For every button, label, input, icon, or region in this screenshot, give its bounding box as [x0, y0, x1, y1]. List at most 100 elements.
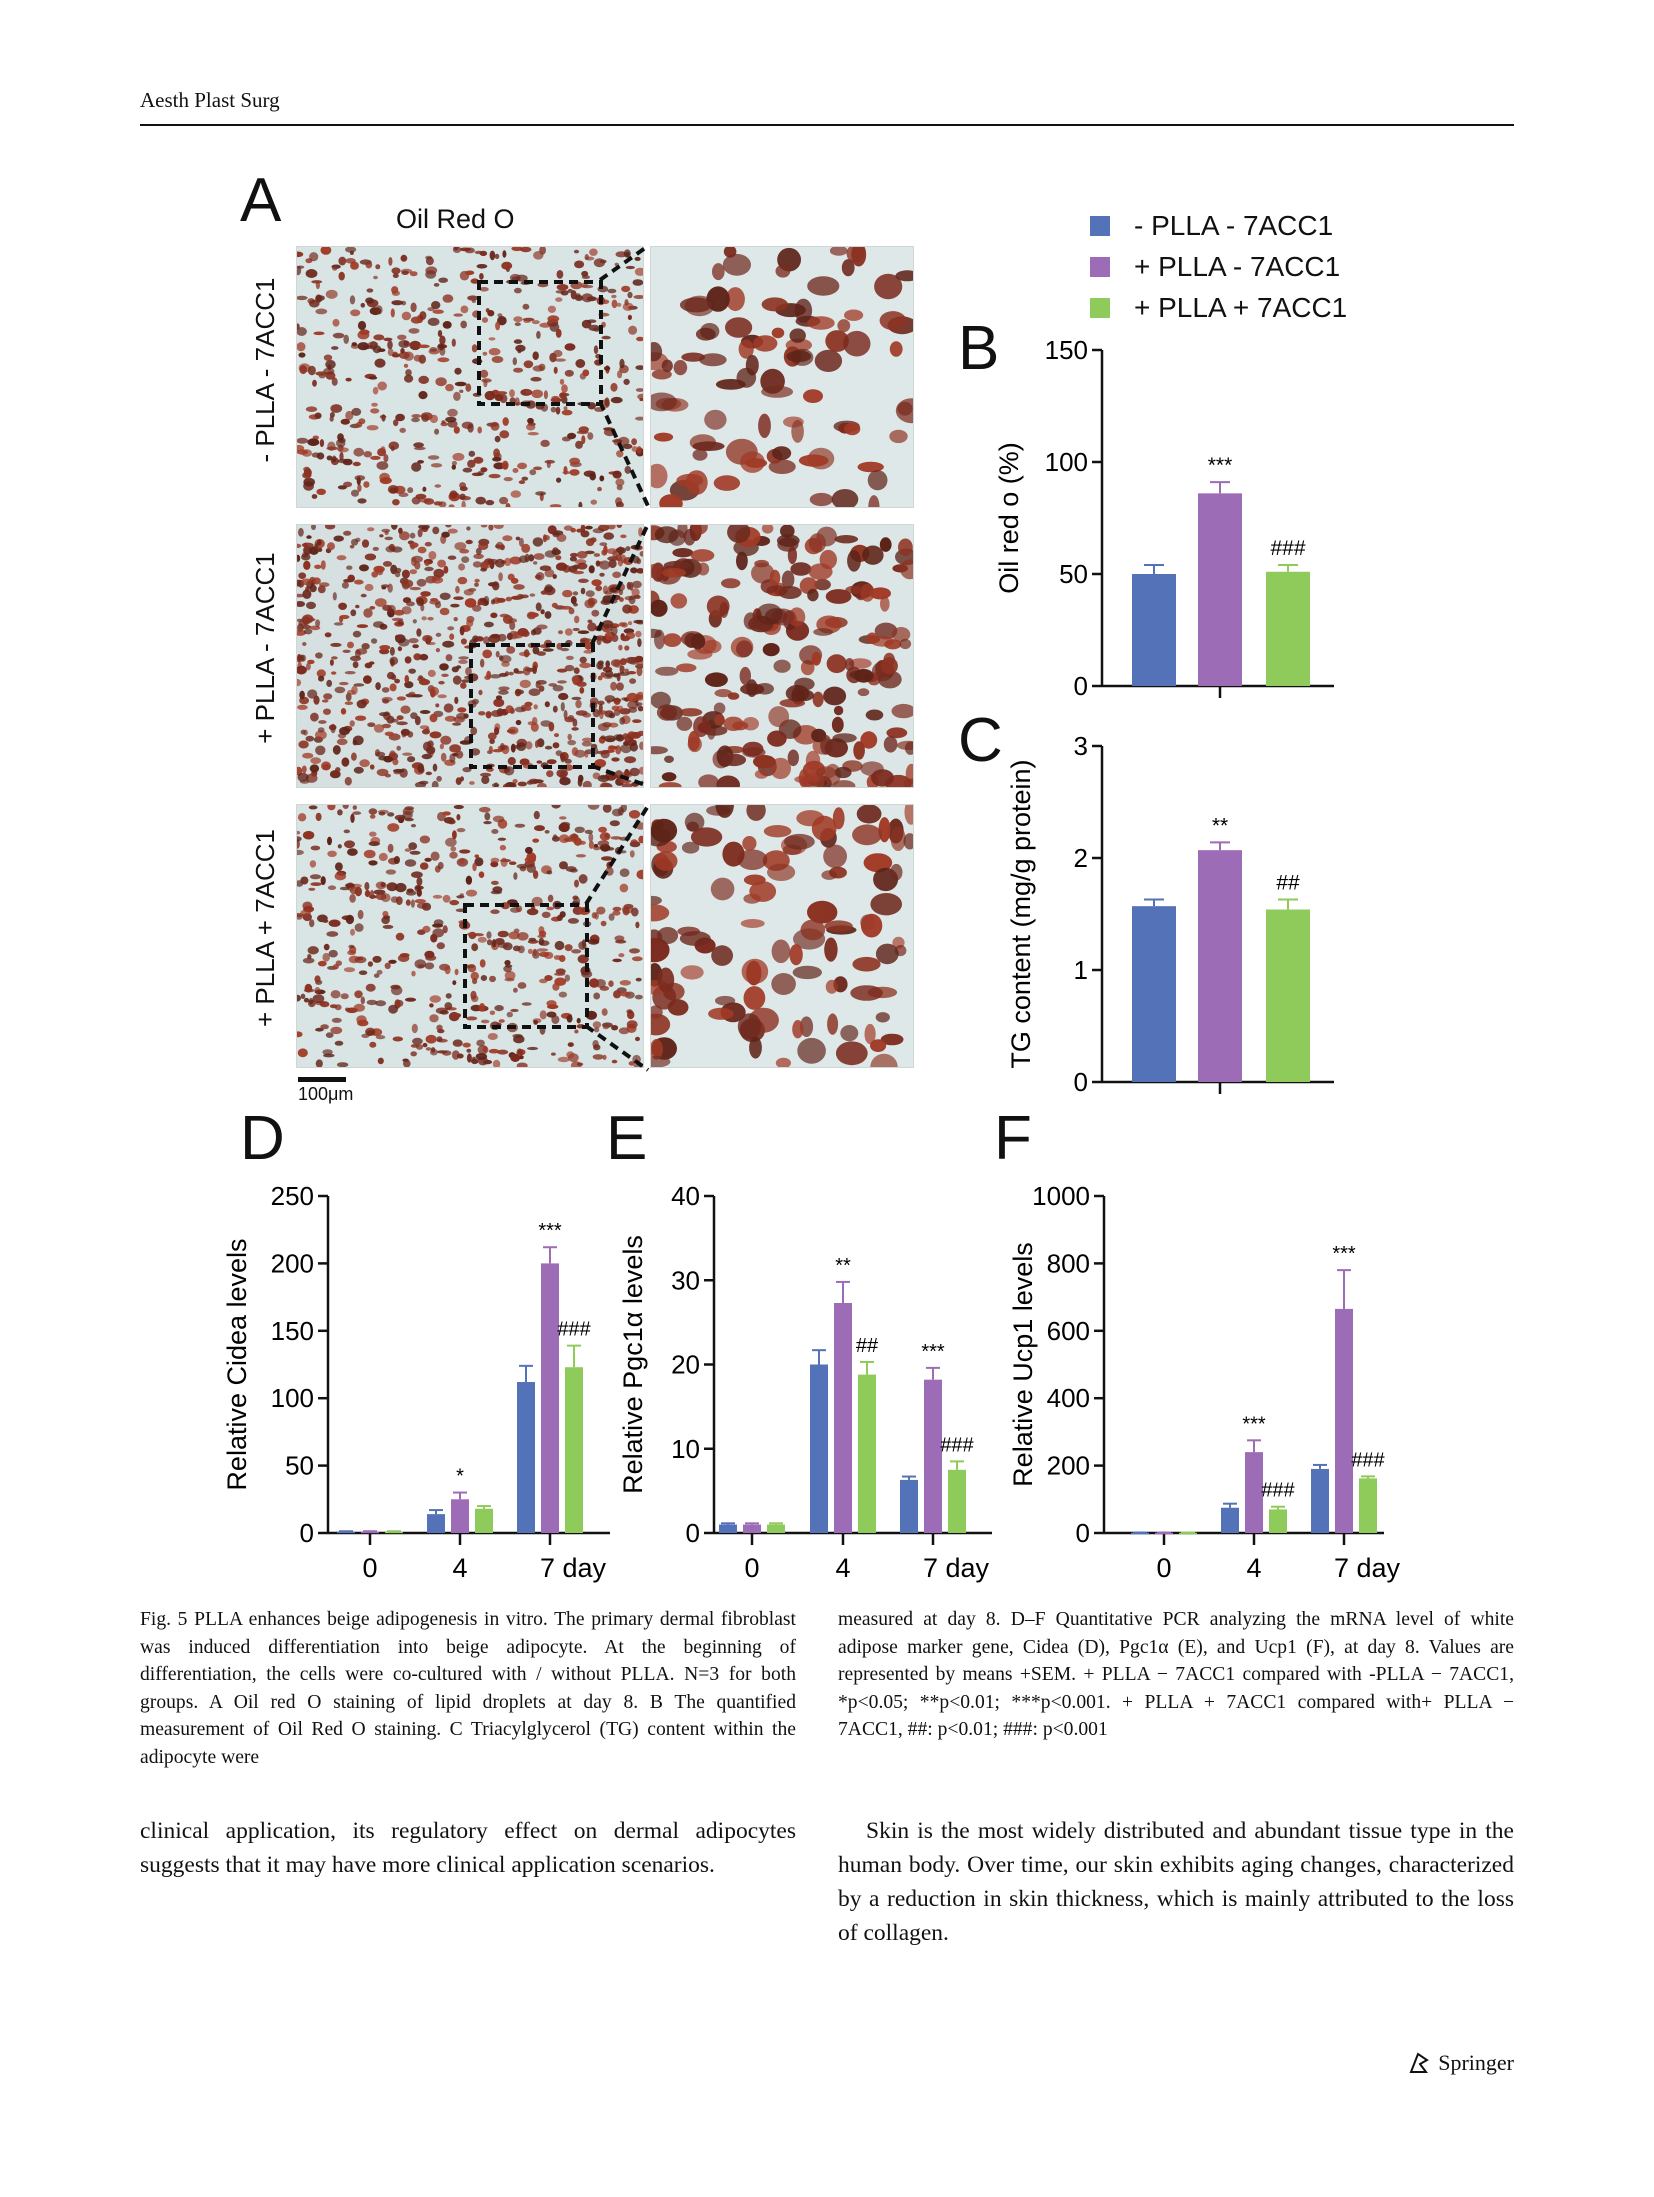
chart-e-bar	[743, 1524, 761, 1533]
chart-b-annotation: ***	[1208, 454, 1233, 477]
chart-d-ytick-label: 0	[300, 1518, 314, 1548]
panel-letter-e: E	[606, 1104, 648, 1173]
micrograph-row3-zoom-image	[651, 805, 913, 1067]
micrograph-row1-overview	[296, 246, 644, 508]
chart-b-bar	[1132, 574, 1176, 686]
chart-e-ytick-label: 10	[671, 1434, 700, 1464]
chart-d-annotation: *	[456, 1466, 464, 1488]
chart-c-bar	[1198, 850, 1242, 1082]
chart-e-bar	[834, 1302, 852, 1533]
chart-f-ytick-label: 800	[1047, 1248, 1090, 1278]
chart-f-xtick-label: 7 day	[1334, 1553, 1401, 1583]
chart-c-annotation: ##	[1276, 871, 1300, 894]
chart-e-xtick-label: 0	[744, 1553, 759, 1583]
panel-letter-d: D	[240, 1104, 285, 1173]
chart-b-bar	[1266, 571, 1310, 686]
caption-left-text: Fig. 5 PLLA enhances beige adipogenesis …	[140, 1609, 796, 1768]
chart-e-bar	[948, 1469, 966, 1533]
legend-swatch-3	[1090, 297, 1110, 318]
chart-c-ytick-label: 1	[1074, 955, 1088, 985]
chart-d-bar	[475, 1508, 493, 1533]
chart-c-ylabel: TG content (mg/g protein)	[1006, 759, 1036, 1068]
panel-a-title: Oil Red O	[396, 204, 515, 234]
chart-b-annotation: ###	[1270, 537, 1305, 560]
body-text-left: clinical application, its regulatory eff…	[140, 1818, 796, 1878]
chart-d-xtick-label: 7 day	[540, 1553, 607, 1583]
chart-e-annotation: ##	[856, 1335, 879, 1357]
chart-e-xtick-label: 4	[835, 1553, 850, 1583]
caption-right-text: measured at day 8. D–F Quantitative PCR …	[838, 1609, 1514, 1740]
micrograph-row3-zoom	[650, 804, 914, 1068]
legend-item-2: + PLLA - 7ACC1	[1090, 246, 1347, 287]
chart-d-ytick-label: 200	[271, 1248, 314, 1278]
chart-d-bar	[427, 1514, 445, 1533]
chart-e-annotation: ###	[940, 1434, 974, 1456]
chart-e-bar	[858, 1374, 876, 1533]
panel-letter-a: A	[240, 166, 282, 235]
figure-caption-right: measured at day 8. D–F Quantitative PCR …	[838, 1606, 1514, 1744]
micrograph-row3-overview-image	[297, 805, 643, 1067]
chart-e-bar	[719, 1524, 737, 1533]
chart-f-xtick-label: 0	[1156, 1553, 1171, 1583]
chart-e-annotation: ***	[921, 1341, 945, 1363]
chart-d-ytick-label: 150	[271, 1316, 314, 1346]
chart-b-ylabel: Oil red o (%)	[994, 442, 1024, 594]
legend-item-3: + PLLA + 7ACC1	[1090, 287, 1347, 328]
micrograph-row2-zoom-image	[651, 525, 913, 787]
chart-d-bar	[451, 1499, 469, 1533]
chart-f-bar	[1335, 1308, 1353, 1533]
chart-c-ytick-label: 2	[1074, 843, 1088, 873]
figure-caption-left: Fig. 5 PLLA enhances beige adipogenesis …	[140, 1606, 796, 1771]
scale-bar	[298, 1077, 346, 1082]
chart-d-ylabel: Relative Cidea levels	[222, 1238, 252, 1490]
chart-e-ytick-label: 40	[671, 1181, 700, 1211]
chart-f-ytick-label: 0	[1076, 1518, 1090, 1548]
chart-b-bar	[1198, 493, 1242, 686]
chart-f-ytick-label: 1000	[1032, 1181, 1090, 1211]
springer-logo-icon	[1409, 2052, 1430, 2073]
legend-label-2: + PLLA - 7ACC1	[1134, 250, 1341, 282]
panel-letter-b: B	[958, 314, 1000, 383]
chart-f-annotation: ***	[1242, 1413, 1266, 1435]
chart-f-xtick-label: 4	[1246, 1553, 1261, 1583]
chart-f-annotation: ###	[1351, 1449, 1385, 1471]
chart-d-bar	[337, 1531, 355, 1534]
chart-f-bar	[1311, 1468, 1329, 1533]
chart-d-bar	[517, 1382, 535, 1533]
publisher-footer: Springer	[1406, 2050, 1514, 2076]
chart-e-ytick-label: 0	[686, 1518, 700, 1548]
chart-d-annotation: ***	[538, 1220, 562, 1242]
legend-swatch-1	[1090, 215, 1110, 236]
chart-f-ytick-label: 400	[1047, 1383, 1090, 1413]
chart-f-bar	[1359, 1478, 1377, 1533]
chart-e-bar	[924, 1379, 942, 1533]
body-text-right: Skin is the most widely distributed and …	[838, 1818, 1514, 1946]
chart-f-bar	[1269, 1509, 1287, 1533]
chart-d-xtick-label: 4	[452, 1553, 467, 1583]
micrograph-row1-zoom	[650, 246, 914, 508]
legend-label-1: - PLLA - 7ACC1	[1134, 209, 1334, 241]
running-header: Aesth Plast Surg	[140, 88, 280, 112]
chart-f-annotation: ###	[1261, 1480, 1295, 1502]
chart-b-ytick-label: 0	[1074, 671, 1088, 701]
chart-e-bar	[900, 1479, 918, 1533]
micrograph-row3-overview	[296, 804, 644, 1068]
chart-e-bar	[767, 1524, 785, 1533]
panel-letter-c: C	[958, 706, 1003, 775]
chart-d-ytick-label: 100	[271, 1383, 314, 1413]
header-rule	[140, 124, 1514, 126]
scale-bar-label: 100μm	[298, 1084, 354, 1104]
chart-f-ytick-label: 200	[1047, 1451, 1090, 1481]
micrograph-row2-overview-image	[297, 525, 643, 787]
chart-e-annotation: **	[835, 1255, 851, 1277]
legend-swatch-2	[1090, 256, 1110, 277]
chart-e-ylabel: Relative Pgc1α levels	[618, 1235, 648, 1494]
chart-c-bar	[1266, 909, 1310, 1082]
micrograph-row2-zoom	[650, 524, 914, 788]
micrograph-row1-zoom-image	[651, 247, 913, 507]
chart-e-ytick-label: 30	[671, 1265, 700, 1295]
chart-d-annotation: ###	[557, 1319, 591, 1341]
chart-d-bar	[565, 1367, 583, 1533]
chart-d-bar	[385, 1531, 403, 1534]
chart-d-xtick-label: 0	[362, 1553, 377, 1583]
